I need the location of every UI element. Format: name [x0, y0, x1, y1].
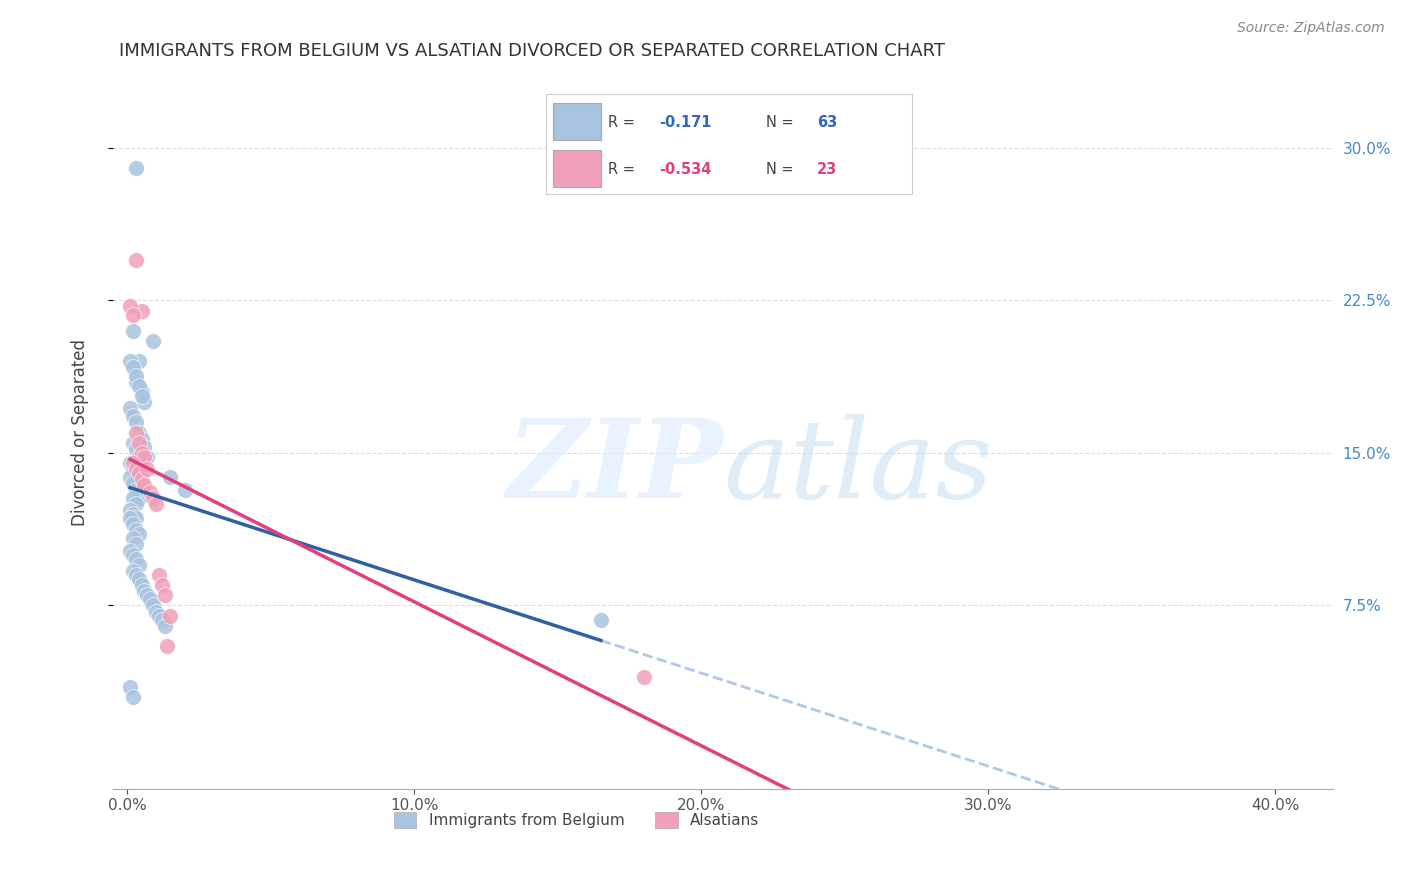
Point [131, 432, 153, 446]
Point [125, 462, 148, 476]
Point [173, 483, 195, 497]
Point [120, 470, 142, 484]
Point [120, 543, 142, 558]
Point [139, 592, 162, 607]
Point [128, 491, 150, 505]
Point [131, 303, 153, 318]
Point [122, 564, 145, 578]
Point [122, 517, 145, 532]
Point [128, 378, 150, 392]
Point [125, 511, 148, 525]
Text: atlas: atlas [723, 415, 993, 522]
Point [128, 476, 150, 491]
Point [125, 483, 148, 497]
Point [125, 523, 148, 537]
Point [153, 588, 176, 602]
Point [145, 605, 167, 619]
Point [120, 680, 142, 694]
Point [125, 161, 148, 175]
Point [122, 409, 145, 424]
Point [125, 442, 148, 456]
Point [131, 446, 153, 460]
Point [122, 548, 145, 562]
Point [125, 568, 148, 582]
Point [153, 619, 176, 633]
Point [125, 497, 148, 511]
Point [131, 472, 153, 486]
Point [128, 425, 150, 440]
Point [122, 435, 145, 450]
Point [150, 578, 173, 592]
Point [122, 324, 145, 338]
Point [122, 532, 145, 546]
Text: IMMIGRANTS FROM BELGIUM VS ALSATIAN DIVORCED OR SEPARATED CORRELATION CHART: IMMIGRANTS FROM BELGIUM VS ALSATIAN DIVO… [120, 42, 945, 60]
Point [131, 384, 153, 399]
Point [136, 450, 159, 464]
Point [128, 435, 150, 450]
Point [128, 467, 150, 481]
Point [125, 470, 148, 484]
Point [134, 478, 156, 492]
Point [139, 484, 162, 499]
Text: ZIP: ZIP [506, 415, 723, 522]
Point [131, 389, 153, 403]
Point [131, 578, 153, 592]
Point [120, 401, 142, 416]
Point [142, 599, 165, 613]
Point [120, 511, 142, 525]
Point [125, 375, 148, 389]
Point [148, 608, 170, 623]
Point [134, 584, 156, 599]
Point [142, 334, 165, 348]
Point [145, 497, 167, 511]
Point [120, 456, 142, 470]
Legend: Immigrants from Belgium, Alsatians: Immigrants from Belgium, Alsatians [388, 806, 765, 834]
Point [128, 450, 150, 464]
Point [134, 395, 156, 409]
Point [122, 476, 145, 491]
Point [128, 527, 150, 541]
Point [122, 360, 145, 375]
Point [122, 507, 145, 521]
Point [120, 354, 142, 368]
Text: Source: ZipAtlas.com: Source: ZipAtlas.com [1237, 21, 1385, 35]
Point [150, 613, 173, 627]
Point [589, 613, 612, 627]
Point [120, 503, 142, 517]
Point [131, 483, 153, 497]
Point [120, 300, 142, 314]
Point [125, 551, 148, 566]
Point [159, 470, 181, 484]
Point [122, 690, 145, 704]
Point [142, 491, 165, 505]
Point [125, 252, 148, 267]
Point [125, 537, 148, 551]
Point [136, 462, 159, 476]
Y-axis label: Divorced or Separated: Divorced or Separated [72, 339, 89, 526]
Point [128, 572, 150, 586]
Point [122, 456, 145, 470]
Point [125, 368, 148, 383]
Point [633, 670, 655, 684]
Point [136, 588, 159, 602]
Point [125, 416, 148, 430]
Point [122, 308, 145, 322]
Point [156, 639, 179, 653]
Point [148, 568, 170, 582]
Point [159, 608, 181, 623]
Point [122, 462, 145, 476]
Point [134, 450, 156, 464]
Point [128, 558, 150, 572]
Point [122, 491, 145, 505]
Point [128, 354, 150, 368]
Point [125, 425, 148, 440]
Point [134, 440, 156, 454]
